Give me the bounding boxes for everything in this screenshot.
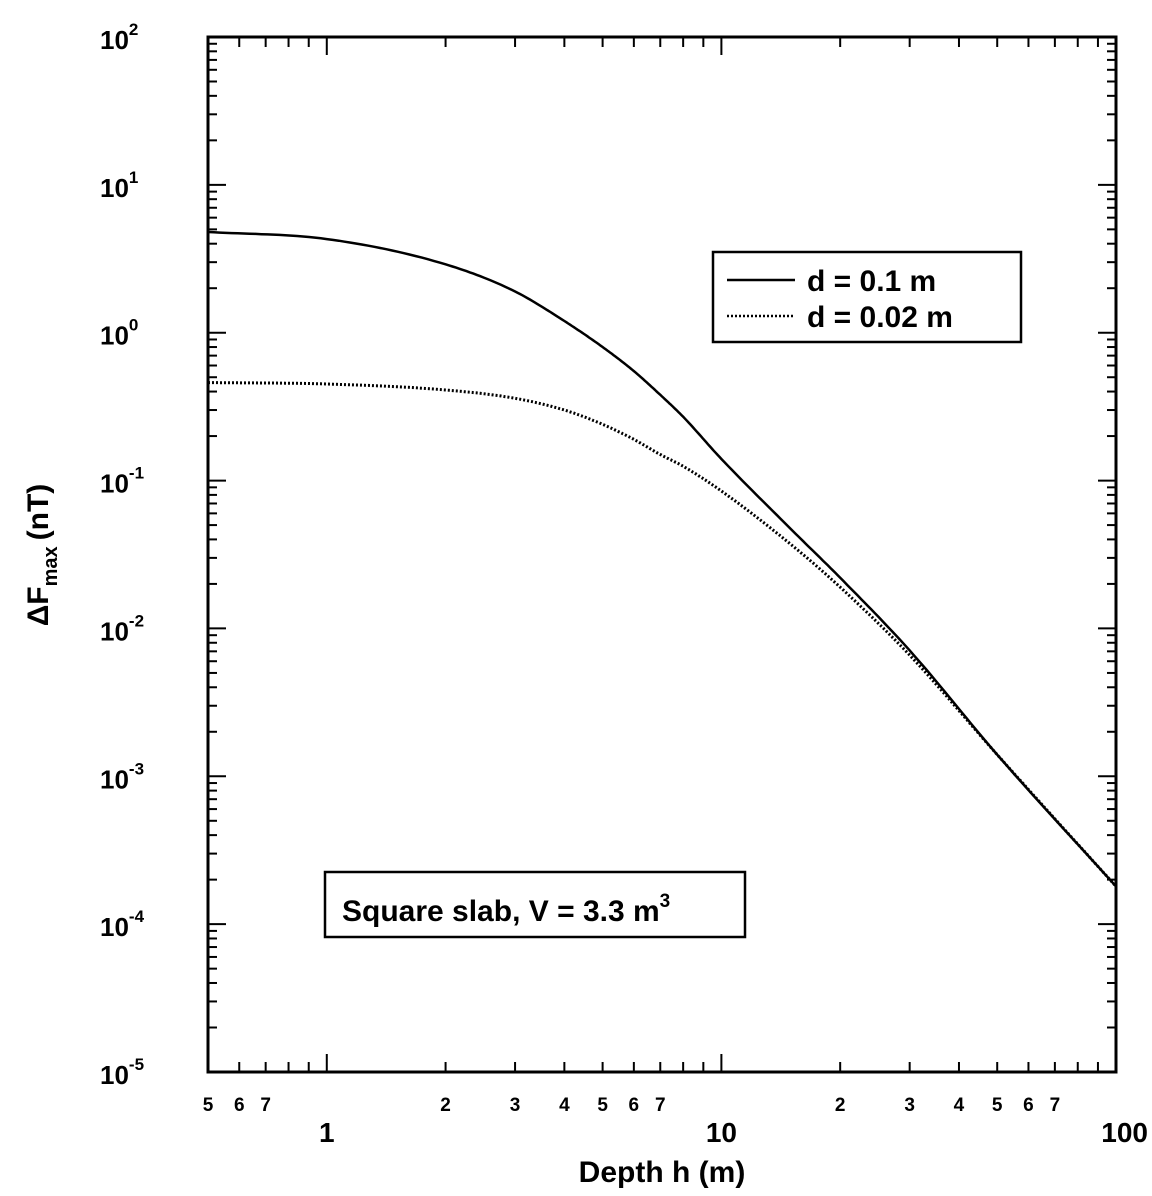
y-tick-label-base: 10 xyxy=(100,469,129,499)
y-tick-label: 10-2 xyxy=(100,611,144,646)
x-minor-tick-label: 5 xyxy=(992,1095,1003,1116)
annotation: Square slab, V = 3.3 m3 xyxy=(323,870,747,939)
x-major-tick-label: 1 xyxy=(319,1117,335,1148)
annotation-box xyxy=(323,870,747,939)
y-tick-label-exponent: -5 xyxy=(129,1055,144,1074)
y-tick-label-base: 10 xyxy=(100,25,129,55)
y-tick-label-base: 10 xyxy=(100,616,129,646)
y-tick-label-exponent: -2 xyxy=(129,611,144,630)
y-tick-label-base: 10 xyxy=(100,912,129,942)
annotation-superscript: 3 xyxy=(660,891,671,912)
axis-ticks xyxy=(207,36,1117,1073)
series-line-1 xyxy=(207,230,1117,888)
y-tick-label-exponent: -4 xyxy=(129,907,145,926)
x-minor-tick-label: 6 xyxy=(629,1095,640,1116)
x-minor-tick-label: 7 xyxy=(1050,1095,1061,1116)
plot-frame xyxy=(206,35,1118,1074)
y-axis-title-unit: (nT) xyxy=(22,484,55,541)
x-axis-title: Depth h (m) xyxy=(579,1156,746,1189)
y-tick-label-exponent: 0 xyxy=(129,316,138,335)
x-minor-tick-label: 2 xyxy=(835,1095,846,1116)
y-tick-label: 102 xyxy=(100,20,138,55)
y-tick-label-base: 10 xyxy=(100,764,129,794)
legend-label-series-1: d = 0.1 m xyxy=(807,265,936,298)
y-tick-label-base: 10 xyxy=(100,1060,129,1090)
series-line-2 xyxy=(208,381,1118,888)
y-axis-title-main: ΔF xyxy=(22,586,55,626)
y-tick-label: 10-3 xyxy=(100,759,144,794)
x-minor-tick-label: 4 xyxy=(954,1095,965,1116)
annotation-text: Square slab, V = 3.3 m3 xyxy=(342,891,670,928)
y-axis-title: ΔFmax (nT) xyxy=(22,484,62,627)
x-minor-tick-label: 7 xyxy=(655,1095,666,1116)
x-tick-labels: 5 6 7 2 3 4 5 6 7 2 3 4 5 6 71 10 100 xyxy=(203,1095,1148,1148)
x-major-tick-label: 100 xyxy=(1101,1117,1148,1148)
legend: d = 0.1 m d = 0.02 m xyxy=(711,250,1023,344)
legend-box xyxy=(711,250,1023,344)
x-major-tick-label: 10 xyxy=(706,1117,737,1148)
legend-label-series-2: d = 0.02 m xyxy=(807,301,953,334)
y-tick-label-base: 10 xyxy=(100,321,129,351)
y-tick-label-exponent: 1 xyxy=(129,168,138,187)
x-minor-tick-label: 6 xyxy=(234,1095,245,1116)
annotation-main: Square slab, V = 3.3 m xyxy=(342,895,660,928)
x-minor-tick-label: 5 xyxy=(203,1095,214,1116)
y-tick-label: 10-5 xyxy=(100,1055,144,1090)
x-minor-tick-label: 4 xyxy=(559,1095,570,1116)
x-minor-tick-label: 2 xyxy=(440,1095,451,1116)
y-tick-label-exponent: 2 xyxy=(129,20,138,39)
y-tick-label: 100 xyxy=(100,316,138,351)
y-tick-label-exponent: -1 xyxy=(129,464,144,483)
x-minor-tick-label: 3 xyxy=(510,1095,521,1116)
y-tick-label-base: 10 xyxy=(100,173,129,203)
y-tick-label-exponent: -3 xyxy=(129,759,144,778)
x-minor-tick-label: 5 xyxy=(597,1095,608,1116)
y-tick-label: 10-1 xyxy=(100,464,144,499)
x-minor-tick-label: 7 xyxy=(260,1095,271,1116)
y-tick-label: 10-4 xyxy=(100,907,145,942)
y-axis-title-subscript: max xyxy=(40,546,62,586)
series-lines xyxy=(207,230,1118,888)
x-minor-tick-label: 3 xyxy=(904,1095,915,1116)
x-minor-tick-label: 6 xyxy=(1023,1095,1034,1116)
y-tick-label: 101 xyxy=(100,168,138,203)
